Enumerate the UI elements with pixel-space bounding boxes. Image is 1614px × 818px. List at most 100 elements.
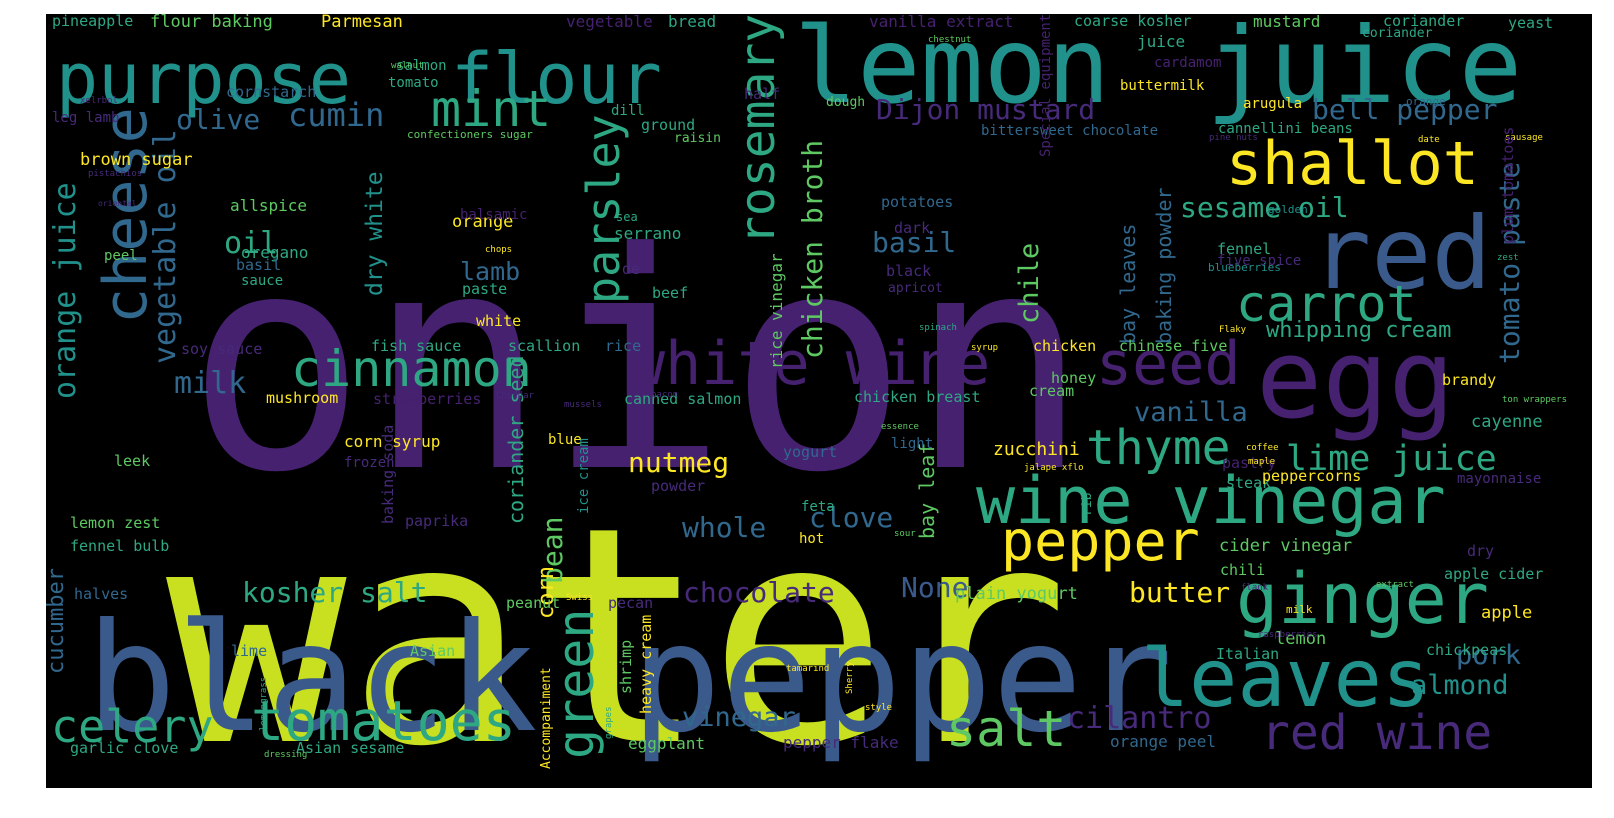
word-chinese-five: chinese five xyxy=(1119,337,1228,355)
word-buttermilk: buttermilk xyxy=(1120,78,1205,94)
word-pork: pork xyxy=(1456,640,1522,671)
word-syrup: syrup xyxy=(971,343,999,353)
word-bay-leaf: bay leaf xyxy=(915,442,939,539)
word-cornstarch: cornstarch xyxy=(226,83,317,101)
word-serrano: serrano xyxy=(614,224,682,243)
word-orange: orange xyxy=(452,212,514,232)
word-extract: extract xyxy=(1376,580,1414,590)
word-pastry: pastry xyxy=(1222,454,1277,472)
word-apricot: apricot xyxy=(888,281,943,296)
word-heavy-cream: heavy cream xyxy=(637,614,655,714)
word-leaves: leaves xyxy=(1141,632,1430,725)
word-lime-juice: lime juice xyxy=(1286,439,1497,479)
word-leg-lamb: leg lamb xyxy=(52,110,120,126)
word-golden: golden xyxy=(1268,203,1308,216)
word-pineapple: pineapple xyxy=(52,14,134,30)
word-salt: salt xyxy=(946,700,1067,758)
word-ton-wrappers: ton wrappers xyxy=(1502,395,1568,405)
word-cardamom: cardamom xyxy=(1154,55,1222,71)
word-coriander: coriander xyxy=(1383,14,1465,30)
word-allspice: allspice xyxy=(230,196,308,215)
word-pepper: pepper xyxy=(1001,509,1200,573)
word-canned-salmon: canned salmon xyxy=(624,390,742,408)
word-basil: basil xyxy=(236,256,282,274)
word-fennel: fennel xyxy=(1217,240,1272,258)
word-mussels: mussels xyxy=(564,400,602,410)
word-juice: juice xyxy=(1137,32,1186,51)
word-coriander-seed: coriander seed xyxy=(504,355,528,524)
word-rice: rice xyxy=(605,337,642,355)
word-flour: flour xyxy=(451,38,662,120)
word-tomatoes: tomatoes xyxy=(251,689,516,753)
word-bread: bread xyxy=(668,14,717,31)
word-thyme: thyme xyxy=(1086,420,1231,476)
word-coarse-kosher: coarse kosher xyxy=(1074,14,1192,30)
word-cannellini-beans: cannellini beans xyxy=(1218,121,1353,137)
word-sea: sea xyxy=(616,210,638,224)
word-cheese: cheese xyxy=(91,107,161,324)
word-halves: halves xyxy=(74,585,129,603)
word-zucchini: zucchini xyxy=(993,439,1080,460)
word-lemongrass: lemongrass xyxy=(259,676,269,731)
word-paprika: paprika xyxy=(405,512,469,530)
word-five-spice: five spice xyxy=(1217,253,1302,269)
word-celery: celery xyxy=(51,700,214,753)
word-juice: juice xyxy=(1206,14,1523,127)
word-asian-sesame: Asian sesame xyxy=(296,739,405,757)
word-powder: powder xyxy=(651,477,706,495)
word-salmon: salmon xyxy=(396,58,447,74)
word-carrot: carrot xyxy=(1236,275,1417,333)
word-cumin: cumin xyxy=(288,96,385,134)
word-orange-juice: orange juice xyxy=(48,182,83,399)
word-vanilla-extract: vanilla extract xyxy=(869,14,1014,31)
word-parmesan: Parmesan xyxy=(321,14,403,32)
word-baking-soda: baking soda xyxy=(379,424,397,524)
word-fennel-bulb: fennel bulb xyxy=(70,537,170,555)
word-flaky: Flaky xyxy=(1219,325,1247,335)
word-blue: blue xyxy=(548,432,582,448)
word-xelrbol: xelrbol xyxy=(80,96,118,106)
word-mustard: mustard xyxy=(1253,14,1321,31)
word-flour-baking: flour baking xyxy=(150,14,273,32)
word-confectioners-sugar: confectioners sugar xyxy=(407,128,533,141)
word-balsamic: balsamic xyxy=(460,207,528,223)
word-asian: Asian xyxy=(410,642,456,660)
word-rice-vinegar: rice vinegar xyxy=(767,253,786,369)
word-orange: orange xyxy=(1406,95,1446,108)
word-pistachios: pistachios xyxy=(88,169,143,179)
word-steak: steak xyxy=(1226,474,1272,492)
word-feta: feta xyxy=(801,499,835,515)
word-water: water xyxy=(166,463,1070,788)
word-white: white xyxy=(476,312,522,330)
word-mushroom: mushroom xyxy=(266,389,339,407)
word-mayonnaise: mayonnaise xyxy=(1457,471,1542,487)
word-clove: clove xyxy=(809,501,894,534)
word-lemon: lemon xyxy=(1275,629,1327,649)
word-lemon-zest: lemon zest xyxy=(70,514,161,532)
word-brown-sugar: brown sugar xyxy=(80,150,193,170)
word-ginger: ginger xyxy=(1236,558,1489,640)
word-chicken-breast: chicken breast xyxy=(854,388,981,406)
word-sherry: Sherry xyxy=(845,661,855,694)
word-brandy: brandy xyxy=(1442,371,1497,389)
word-tomato: tomato xyxy=(388,75,439,91)
word-essence: essence xyxy=(881,422,919,432)
word-chile: chile xyxy=(1014,242,1045,324)
word-bacon: bacon xyxy=(651,390,679,400)
word-tamarind: tamarind xyxy=(786,664,830,674)
word-chicken-broth: chicken broth xyxy=(796,139,829,359)
word-whipping-cream: whipping cream xyxy=(1266,318,1452,343)
word-plain-yogurt: plain yogurt xyxy=(955,584,1078,604)
word-baking-powder: baking powder xyxy=(1152,187,1176,344)
word-date: date xyxy=(1418,135,1440,145)
word-milk: milk xyxy=(174,366,247,401)
word-leek: leek xyxy=(114,452,151,470)
word-sausage: sausage xyxy=(1505,133,1543,143)
word-sesame-oil: sesame oil xyxy=(1180,191,1349,224)
word-almond: almond xyxy=(1411,670,1509,701)
word-pecan: pecan xyxy=(608,594,654,612)
word-garlic-clove: garlic clove xyxy=(70,739,179,757)
word-strawberries: strawberries xyxy=(373,390,482,408)
word-bittersweet-chocolate: bittersweet chocolate xyxy=(981,123,1159,139)
word-rosemary: rosemary xyxy=(730,14,786,246)
